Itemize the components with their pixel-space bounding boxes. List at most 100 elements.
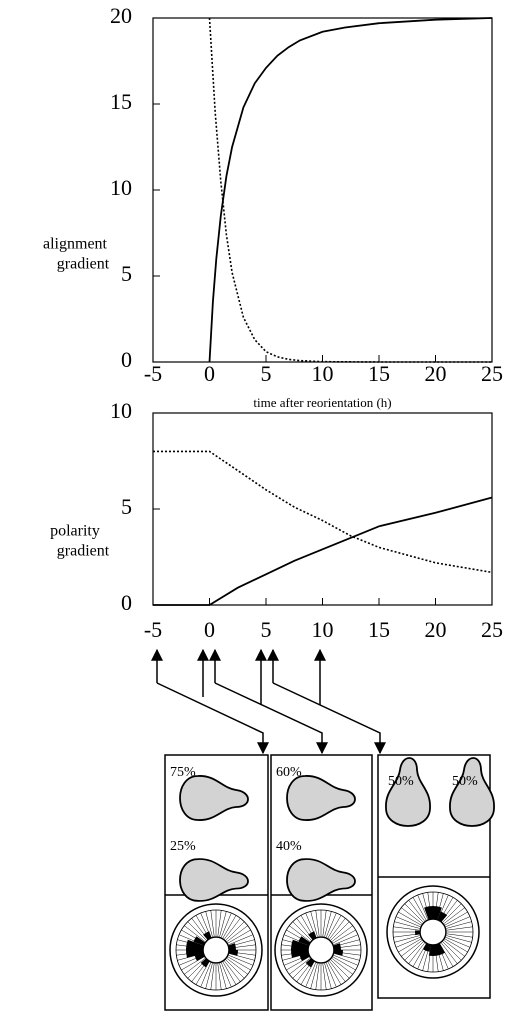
- rose-wedge: [428, 943, 445, 956]
- y-tick-label: 5: [121, 494, 132, 519]
- rose-spoke: [441, 942, 458, 964]
- x-tick-label: -5: [144, 361, 162, 386]
- rose-spoke: [324, 911, 332, 937]
- rose-spoke: [225, 959, 245, 979]
- rose-spoke: [442, 941, 462, 961]
- x-tick-label: 25: [481, 617, 503, 642]
- rose-wedge: [298, 936, 311, 946]
- rose-spoke: [446, 926, 473, 931]
- x-tick-label: 5: [261, 617, 272, 642]
- rose-spoke: [226, 958, 248, 975]
- x-tick-label: 10: [312, 617, 334, 642]
- rose-spoke: [222, 915, 237, 939]
- x-tick-label: 5: [261, 361, 272, 386]
- rose-spoke: [446, 921, 472, 929]
- rose-spoke: [445, 916, 471, 927]
- percentage: 40%: [276, 839, 302, 854]
- rose-spoke: [227, 956, 251, 971]
- rose-spoke: [332, 956, 356, 971]
- rose-spoke: [330, 921, 350, 941]
- rose-spoke: [404, 903, 424, 923]
- line-series: [208, 17, 493, 363]
- rose-spoke: [408, 900, 425, 922]
- rose-spoke: [393, 933, 420, 938]
- rose-ring: [175, 909, 257, 991]
- rose-spoke: [393, 926, 420, 931]
- rose-spoke: [332, 929, 356, 944]
- rose-spoke: [310, 911, 318, 937]
- rose-ring: [280, 909, 362, 991]
- rose-wedge: [193, 936, 206, 946]
- rose-spoke: [445, 937, 471, 948]
- rose-spoke: [326, 962, 337, 988]
- rose-spoke: [322, 963, 327, 990]
- rose-spoke: [221, 912, 232, 938]
- y-axis-label: polarity: [50, 523, 100, 540]
- rose-center: [419, 918, 447, 946]
- rose-spoke: [205, 911, 213, 937]
- line-series: [153, 450, 493, 574]
- rose-spoke: [412, 943, 427, 967]
- panel: [270, 754, 373, 1011]
- rose-diagram: [386, 885, 480, 979]
- x-tick-label: 10: [312, 361, 334, 386]
- rose-spoke: [412, 897, 427, 921]
- rose-spoke: [401, 907, 423, 924]
- rose-spoke: [315, 963, 320, 990]
- y-tick-label: 0: [121, 590, 132, 615]
- rose-spoke: [326, 912, 337, 938]
- plot-frame: [152, 17, 493, 363]
- cell-shape: [179, 775, 249, 821]
- rose-spoke: [395, 937, 421, 948]
- rose-spoke: [329, 960, 346, 982]
- rose-diagram: [274, 903, 368, 997]
- percentage: 25%: [170, 839, 196, 854]
- rose-spoke: [289, 925, 311, 942]
- y-tick-label: 0: [121, 347, 132, 372]
- rose-wedge: [423, 943, 431, 952]
- rose-wedge: [228, 943, 236, 950]
- rose-spoke: [327, 961, 342, 985]
- rose-spoke: [181, 956, 205, 971]
- rose-wedge: [186, 939, 204, 958]
- panel: [164, 754, 269, 1011]
- percentage: 60%: [276, 765, 302, 780]
- rose-spoke: [443, 940, 465, 957]
- rose-wedge: [424, 906, 442, 920]
- rose-spoke: [228, 955, 254, 966]
- rose-wedge: [415, 930, 421, 936]
- rose-ring: [392, 891, 474, 973]
- rose-spoke: [408, 942, 425, 964]
- rose-wedge: [308, 931, 317, 941]
- rose-spoke: [205, 963, 213, 989]
- x-tick-label: 0: [204, 361, 215, 386]
- rose-spoke: [417, 894, 428, 920]
- rose-spoke: [221, 962, 232, 988]
- rose-spoke: [315, 910, 320, 937]
- rose-center: [307, 936, 335, 964]
- rose-spoke: [219, 911, 227, 937]
- rose-spoke: [217, 910, 222, 937]
- rose-spoke: [187, 921, 207, 941]
- x-tick-label: -5: [144, 617, 162, 642]
- rose-spoke: [446, 935, 472, 943]
- rose-center: [202, 936, 230, 964]
- rose-spoke: [331, 925, 353, 942]
- rose-wedge: [203, 931, 212, 941]
- x-tick-label: 15: [368, 361, 390, 386]
- rose-spoke: [329, 918, 346, 940]
- rose-spoke: [443, 907, 465, 924]
- x-axis-label: time after reorientation (h): [253, 395, 391, 410]
- y-tick-label: 20: [110, 3, 132, 28]
- rose-spoke: [219, 963, 227, 989]
- rose-spoke: [226, 925, 248, 942]
- y-axis-label: gradient: [57, 256, 110, 273]
- rose-spoke: [227, 929, 251, 944]
- rose-spoke: [310, 963, 318, 989]
- rose-wedge: [299, 953, 310, 961]
- arrows: [151, 648, 386, 755]
- rose-spoke: [401, 940, 423, 957]
- y-tick-label: 5: [121, 261, 132, 286]
- rose-diagram: [169, 903, 263, 997]
